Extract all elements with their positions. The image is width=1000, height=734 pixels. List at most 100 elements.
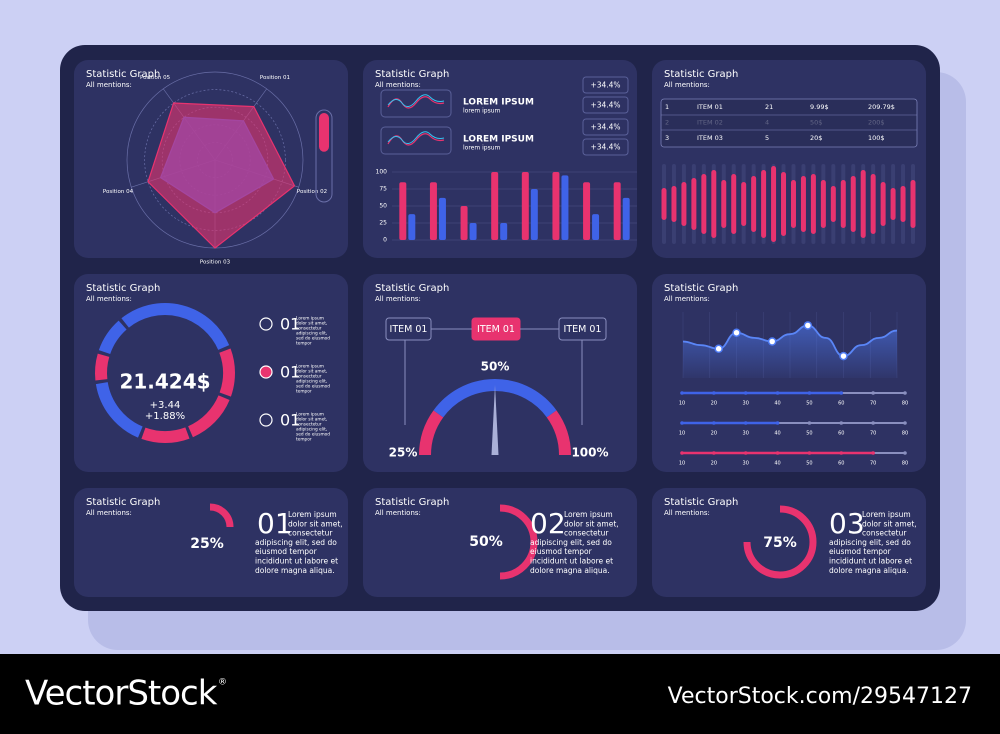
slider-tick-label: 30 xyxy=(743,431,749,437)
bar xyxy=(408,214,416,240)
badge xyxy=(582,96,629,114)
sparkline xyxy=(387,133,445,146)
badge-label: +34.4% xyxy=(590,123,620,132)
y-tick-label: 50 xyxy=(379,203,387,210)
item-text: dolor sit amet, xyxy=(564,519,619,528)
bar xyxy=(552,172,560,240)
slider-tick-label: 80 xyxy=(902,431,908,437)
slider-tick-label: 50 xyxy=(806,401,812,407)
y-tick-label: 100 xyxy=(376,169,388,176)
percent-arc xyxy=(209,503,234,528)
panel-subtitle: All mentions: xyxy=(375,509,421,517)
table-cell: 4 xyxy=(765,119,769,127)
donut-segment xyxy=(95,353,110,381)
level-bar xyxy=(800,176,806,232)
slider-tick xyxy=(839,421,844,425)
gauge-needle xyxy=(491,385,499,455)
level-bar xyxy=(691,178,697,230)
item-text: incididunt ut labore et xyxy=(530,557,613,566)
panel-subtitle: All mentions: xyxy=(86,81,132,89)
slider-tick xyxy=(839,391,844,395)
slider-tick xyxy=(903,391,907,395)
legend-radio xyxy=(259,413,273,427)
panel-title: Statistic Graph xyxy=(86,497,160,508)
slider-tick xyxy=(807,421,812,425)
bar xyxy=(592,214,600,240)
table-frame xyxy=(660,98,918,148)
slider-tick xyxy=(743,391,748,395)
item-text: Lorem ipsum xyxy=(862,510,911,519)
donut-segment xyxy=(187,395,230,438)
y-tick-label: 0 xyxy=(383,237,387,244)
percent-label: 25% xyxy=(190,536,224,552)
slider-tick-label: 10 xyxy=(679,401,685,407)
panel xyxy=(74,488,348,597)
slider-tick xyxy=(712,421,716,425)
radar-axis-label: Position 01 xyxy=(260,75,290,81)
badge-label: +34.4% xyxy=(590,143,620,152)
slider-tick-label: 50 xyxy=(806,461,812,467)
item-text: dolor sit amet, xyxy=(288,519,343,528)
slider-tick-label: 50 xyxy=(806,431,812,437)
panel-title: Statistic Graph xyxy=(375,283,449,294)
item-text: dolore magna aliqua. xyxy=(255,566,335,575)
radar-axis-label: Position 04 xyxy=(103,189,134,195)
item-text: incididunt ut labore et xyxy=(255,557,338,566)
item-text: eiusmod tempor xyxy=(255,547,318,556)
panel xyxy=(74,274,348,472)
level-bar xyxy=(731,174,737,234)
slider-tick xyxy=(871,451,875,455)
item-text: consectetur xyxy=(862,529,907,538)
table-cell: 50$ xyxy=(810,119,822,127)
item-label: ITEM 01 xyxy=(390,324,428,335)
radar-axis-label: Position 05 xyxy=(140,75,171,81)
slider-fill xyxy=(319,113,329,152)
badge xyxy=(582,118,629,136)
table-cell: 2 xyxy=(665,119,669,127)
brand: VectorStock xyxy=(25,674,218,714)
slider-tick-label: 30 xyxy=(743,461,749,467)
table-cell: 1 xyxy=(665,103,669,111)
slider-tick-label: 60 xyxy=(838,461,844,467)
bar xyxy=(583,182,591,240)
panel xyxy=(363,488,637,597)
slider-tick-label: 40 xyxy=(774,431,780,437)
table-cell: 5 xyxy=(765,134,769,142)
donut-segment xyxy=(95,381,143,438)
panel-subtitle: All mentions: xyxy=(375,81,421,89)
panel-title: Statistic Graph xyxy=(664,497,738,508)
level-bar xyxy=(880,182,886,226)
level-bar xyxy=(681,182,687,226)
card-subtitle: lorem ipsum xyxy=(463,108,501,115)
point xyxy=(839,351,848,361)
card-title: LOREM IPSUM xyxy=(463,135,534,145)
slider-tick xyxy=(807,451,812,455)
slider-tick-label: 10 xyxy=(679,431,685,437)
slider-tick xyxy=(775,421,780,425)
table-cell: 100$ xyxy=(868,134,885,142)
slider-tick-label: 70 xyxy=(870,401,876,407)
mini-card xyxy=(380,126,452,155)
item-number: 01 xyxy=(257,507,293,540)
slider-tick-label: 30 xyxy=(743,401,749,407)
slider-tick xyxy=(871,391,875,395)
item-label: ITEM 01 xyxy=(477,324,515,335)
item-text: Lorem ipsum xyxy=(288,510,337,519)
slider-tick xyxy=(680,391,684,395)
item-text: Lorem ipsum xyxy=(564,510,613,519)
legend-radio xyxy=(259,317,273,331)
percent-arc xyxy=(499,504,538,580)
item-label: ITEM 01 xyxy=(564,324,602,335)
donut-segment xyxy=(98,320,127,355)
slider-tick xyxy=(743,451,748,455)
bar xyxy=(429,182,437,240)
item-text: dolor sit amet, xyxy=(862,519,917,528)
panel-title: Statistic Graph xyxy=(86,283,160,294)
legend-number: 01 xyxy=(280,315,300,334)
table-cell: ITEM 01 xyxy=(697,103,723,111)
panel xyxy=(652,488,926,597)
bar xyxy=(561,175,569,240)
gauge-top-label: 50% xyxy=(481,360,510,374)
item-text: eiusmod tempor xyxy=(829,547,892,556)
